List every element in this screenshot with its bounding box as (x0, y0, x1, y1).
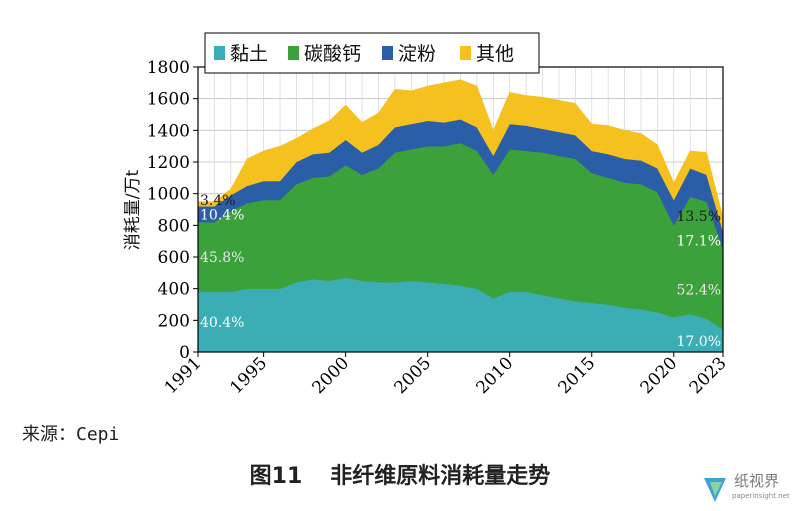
x-tick-label: 2000 (308, 353, 353, 398)
y-tick-label: 1000 (147, 185, 190, 205)
x-tick-label: 2010 (473, 353, 518, 398)
legend: 黏土 碳酸钙 淀粉 其他 (204, 32, 540, 74)
legend-label: 黏土 (230, 43, 268, 65)
x-axis-ticks: 1991 1995 2000 2005 2010 2015 2020 2023 (161, 352, 731, 398)
share-label: 52.4% (677, 282, 721, 298)
x-tick-label: 2005 (390, 353, 435, 398)
share-label: 40.4% (200, 315, 244, 331)
watermark-text: 纸视界 (734, 472, 780, 490)
share-label: 10.4% (200, 207, 244, 223)
y-axis-label: 消耗量/万t (123, 169, 143, 250)
x-tick-label: 2020 (637, 353, 682, 398)
x-tick-label: 2023 (686, 353, 731, 398)
legend-label: 其他 (476, 43, 514, 65)
y-tick-label: 400 (158, 280, 190, 300)
y-tick-label: 1200 (147, 153, 190, 173)
legend-label: 碳酸钙 (304, 43, 361, 65)
y-tick-label: 800 (158, 216, 190, 236)
legend-box (204, 32, 540, 74)
watermark-url: paperinsight.net (732, 492, 790, 500)
figure-title: 非纤维原料消耗量走势 (330, 464, 551, 489)
figure-caption: 图11 非纤维原料消耗量走势 (0, 458, 800, 490)
legend-swatch (382, 46, 393, 60)
y-tick-label: 200 (158, 311, 190, 331)
legend-swatch (460, 46, 471, 60)
figure-number: 图11 (249, 464, 303, 489)
y-axis-ticks: 0 200 400 600 800 1000 1200 1400 1600 1800 (147, 58, 198, 363)
share-label: 17.1% (677, 233, 721, 249)
legend-label: 淀粉 (398, 43, 436, 65)
y-tick-label: 0 (179, 343, 190, 363)
y-tick-label: 1600 (147, 90, 190, 110)
y-tick-label: 600 (158, 248, 190, 268)
x-tick-label: 1995 (226, 353, 271, 398)
source-note: 来源：Cepi (22, 424, 120, 445)
share-annotations: 40.4% 45.8% 10.4%3.4% 17.0% 52.4% 17.1% 13.5% (200, 193, 721, 350)
watermark-logo-icon (704, 478, 726, 502)
stacked-areas (197, 79, 724, 353)
legend-swatch (214, 46, 225, 60)
legend-swatch (288, 46, 299, 60)
share-label: 17.0% (677, 334, 721, 350)
share-label: 45.8% (200, 250, 244, 266)
y-tick-label: 1400 (147, 121, 190, 141)
share-label: 13.5% (677, 209, 721, 225)
x-tick-label: 2015 (555, 353, 600, 398)
watermark: 纸视界 paperinsight.net (700, 470, 798, 508)
y-tick-label: 1800 (147, 58, 190, 78)
share-label: 3.4% (200, 193, 236, 209)
